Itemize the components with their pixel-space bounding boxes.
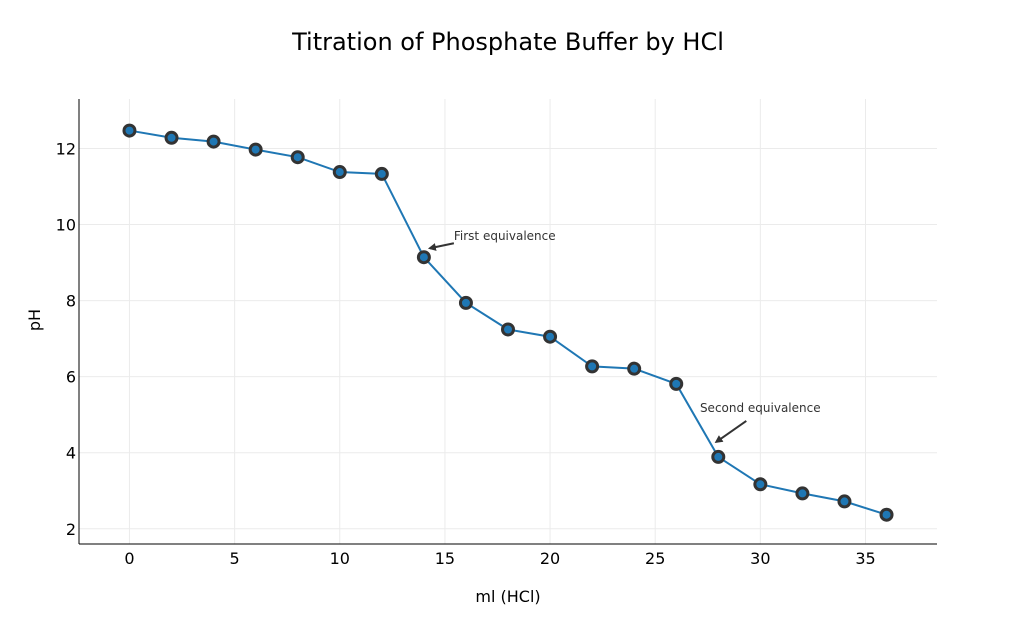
data-point bbox=[122, 123, 137, 138]
data-point bbox=[753, 477, 768, 492]
series bbox=[122, 123, 894, 522]
x-tick-label: 20 bbox=[540, 549, 560, 568]
y-axis-ticks: 2 4 6 8 10 12 bbox=[56, 139, 76, 538]
data-point bbox=[290, 150, 305, 165]
data-point bbox=[711, 449, 726, 464]
data-point bbox=[416, 250, 431, 265]
x-tick-label: 35 bbox=[855, 549, 875, 568]
data-point bbox=[374, 166, 389, 181]
data-point bbox=[501, 322, 515, 337]
y-tick-label: 4 bbox=[66, 444, 76, 463]
x-tick-label: 15 bbox=[435, 549, 455, 568]
annotation-arrow bbox=[427, 242, 455, 251]
y-tick-label: 10 bbox=[56, 216, 76, 235]
x-tick-label: 10 bbox=[330, 549, 350, 568]
y-tick-label: 6 bbox=[66, 368, 76, 387]
annotation-label: Second equivalence bbox=[700, 401, 821, 415]
data-point bbox=[458, 295, 473, 310]
data-point bbox=[627, 361, 642, 376]
data-point bbox=[795, 486, 810, 501]
data-point bbox=[248, 142, 263, 157]
annotations: First equivalence Second equivalence bbox=[427, 229, 821, 444]
annotation-arrow bbox=[714, 420, 747, 444]
x-axis-label: ml (HCl) bbox=[475, 587, 540, 606]
x-tick-label: 5 bbox=[230, 549, 240, 568]
data-point bbox=[879, 507, 894, 522]
data-point bbox=[669, 376, 684, 391]
grid bbox=[79, 99, 937, 544]
axes bbox=[78, 99, 937, 545]
x-tick-label: 0 bbox=[124, 549, 134, 568]
annotation-label: First equivalence bbox=[454, 229, 556, 243]
chart-title: Titration of Phosphate Buffer by HCl bbox=[291, 28, 724, 56]
y-tick-label: 12 bbox=[56, 139, 76, 158]
x-tick-label: 25 bbox=[645, 549, 665, 568]
x-axis-ticks: 0 5 10 15 20 25 30 35 bbox=[124, 549, 875, 568]
data-point bbox=[206, 134, 221, 149]
data-point bbox=[585, 359, 600, 374]
data-point bbox=[164, 130, 179, 145]
x-tick-label: 30 bbox=[750, 549, 770, 568]
data-point bbox=[543, 329, 558, 344]
y-tick-label: 8 bbox=[66, 292, 76, 311]
data-point bbox=[332, 165, 347, 180]
y-tick-label: 2 bbox=[66, 520, 76, 539]
y-axis-label: pH bbox=[25, 309, 44, 331]
data-point bbox=[837, 494, 852, 509]
